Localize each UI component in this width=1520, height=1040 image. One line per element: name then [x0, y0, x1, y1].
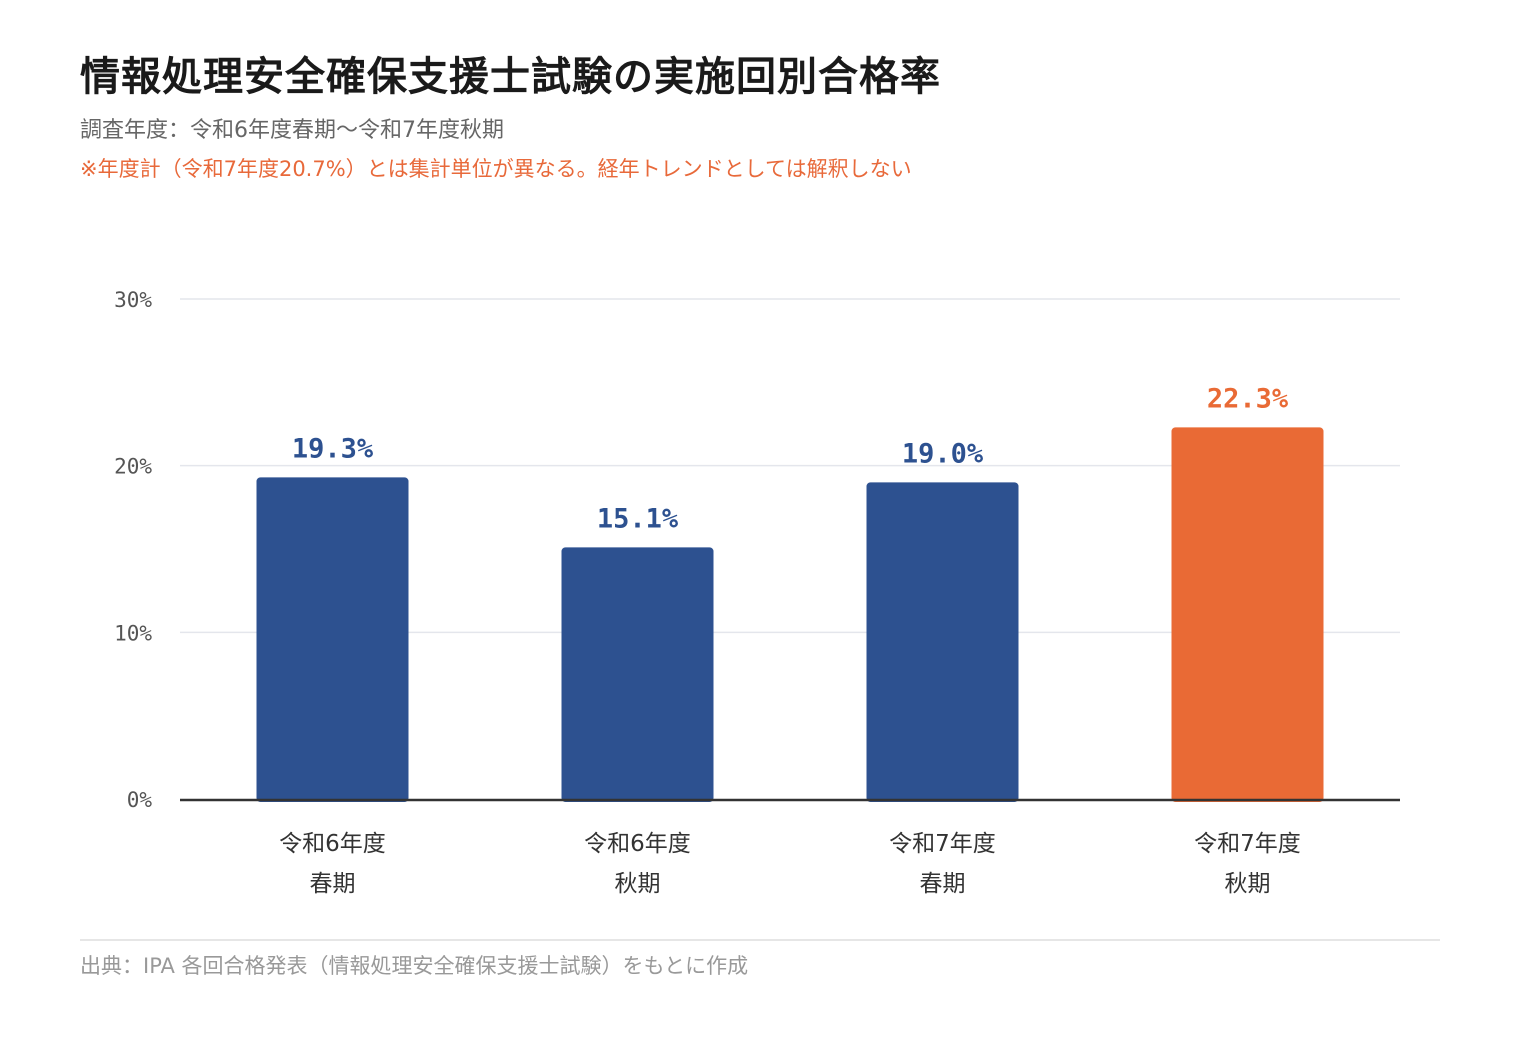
data-label: 22.3%: [1207, 383, 1289, 414]
source-note: 出典：IPA 各回合格発表（情報処理安全確保支援士試験）をもとに作成: [80, 954, 749, 978]
bar: [256, 477, 409, 802]
bar: [561, 547, 714, 802]
x-tick-label: 令和6年度: [584, 831, 691, 857]
y-tick-label: 30%: [114, 288, 152, 312]
bar: [866, 482, 1019, 802]
y-tick-label: 20%: [114, 455, 152, 479]
x-tick-label: 秋期: [615, 871, 661, 897]
chart-note: ※年度計（令和7年度20.7%）とは集計単位が異なる。経年トレンドとしては解釈し…: [80, 157, 912, 181]
x-tick-label: 令和6年度: [279, 831, 386, 857]
x-tick-label: 春期: [310, 871, 356, 897]
data-label: 15.1%: [597, 503, 679, 534]
y-tick-label: 0%: [127, 788, 153, 812]
chart-subtitle: 調査年度：令和6年度春期〜令和7年度秋期: [80, 118, 504, 143]
x-tick-label: 春期: [920, 871, 966, 897]
footer-divider: [80, 939, 1440, 941]
x-tick-label: 令和7年度: [889, 831, 996, 857]
x-tick-label: 秋期: [1225, 871, 1271, 897]
chart-title: 情報処理安全確保支援士試験の実施回別合格率: [80, 54, 941, 100]
data-label: 19.0%: [902, 438, 984, 469]
y-tick-label: 10%: [114, 621, 152, 645]
data-label: 19.3%: [292, 433, 374, 464]
x-tick-label: 令和7年度: [1194, 831, 1301, 857]
bar: [1171, 427, 1324, 802]
